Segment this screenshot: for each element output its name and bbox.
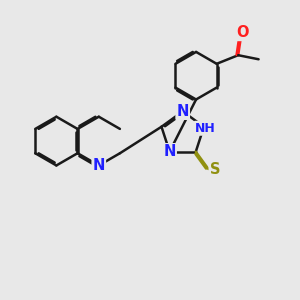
Text: N: N [164,144,176,159]
Text: S: S [210,161,220,176]
Text: NH: NH [195,122,216,135]
Text: N: N [93,158,105,173]
Text: O: O [236,25,249,40]
Text: N: N [176,104,189,119]
